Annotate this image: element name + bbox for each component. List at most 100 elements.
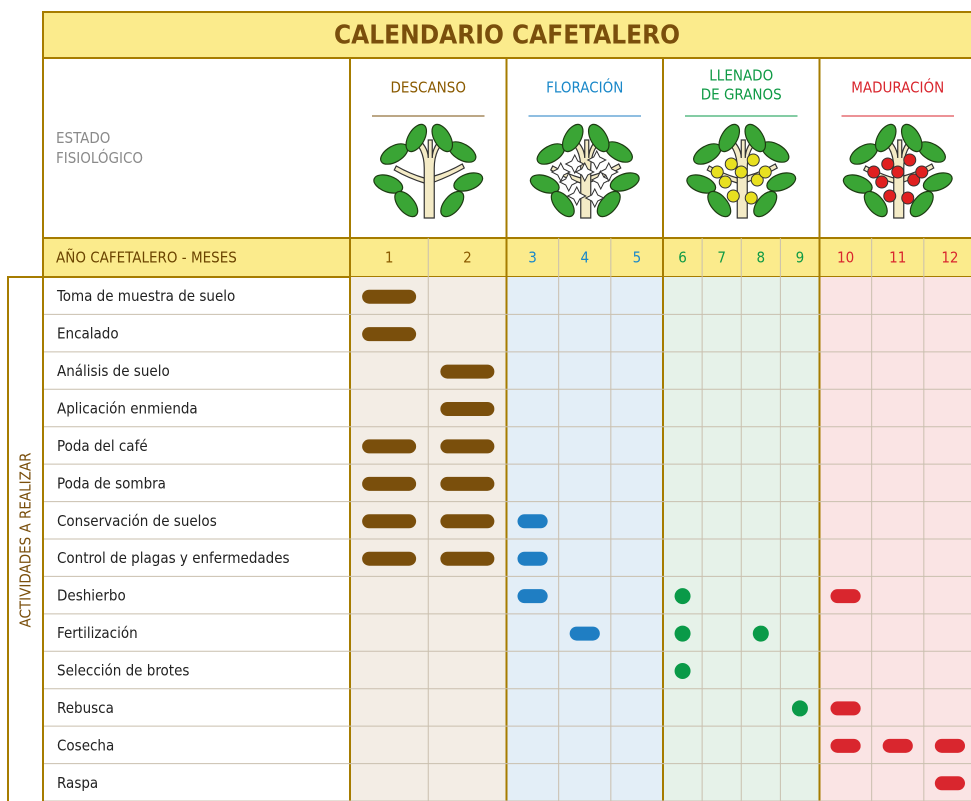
activity-name: Aplicación enmienda — [57, 400, 198, 418]
activity-dot — [791, 700, 808, 717]
activity-pill — [440, 439, 495, 454]
plant-flower — [558, 171, 579, 193]
activity-pill — [934, 776, 965, 791]
plant-berry — [724, 157, 738, 171]
activity-name: Análisis de suelo — [57, 362, 170, 380]
activity-pill — [830, 738, 861, 753]
month-number: 8 — [757, 249, 766, 267]
month-number: 7 — [717, 249, 726, 267]
month-number: 10 — [837, 249, 854, 267]
side-cell — [7, 276, 44, 801]
plant-berry — [744, 191, 758, 205]
plant-leaf — [587, 123, 610, 153]
state-label: ESTADO FISIOLÓGICO — [56, 129, 143, 167]
activity-pill — [517, 589, 548, 604]
activity-name: Toma de muestra de suelo — [56, 287, 235, 305]
plant-leaf — [707, 190, 732, 218]
activity-pill — [440, 476, 495, 491]
phase-name: DE GRANOS — [701, 86, 782, 104]
plant-leaf — [609, 172, 640, 192]
activity-name: Poda del café — [57, 437, 148, 455]
activity-pill — [362, 514, 417, 529]
activity-name: Deshierbo — [57, 587, 126, 605]
plant-leaf — [686, 174, 717, 194]
plant-leaf — [440, 190, 465, 218]
phase-name: DESCANSO — [391, 79, 466, 97]
activity-pill — [362, 327, 417, 342]
activity-name: Fertilización — [57, 624, 138, 642]
plant-icon — [373, 123, 484, 219]
plant-berry — [867, 165, 881, 179]
month-number: 12 — [941, 249, 958, 267]
activity-name: Control de plagas y enfermedades — [57, 549, 290, 567]
plant-flower — [586, 149, 607, 171]
plant-berry — [734, 165, 748, 179]
activity-pill — [362, 476, 417, 491]
plant-leaf — [529, 174, 560, 194]
activity-pill — [440, 514, 495, 529]
month-number: 3 — [528, 249, 537, 267]
header-label: AÑO CAFETALERO - MESES — [56, 248, 237, 267]
plant-leaf — [431, 123, 454, 153]
activity-dot — [674, 663, 691, 679]
plant-berry — [710, 165, 724, 179]
plant-leaf — [405, 123, 428, 153]
plant-berry — [891, 165, 905, 179]
activity-pill — [830, 701, 861, 716]
activity-pill — [362, 439, 417, 454]
month-number: 1 — [385, 249, 394, 267]
plant-leaf — [766, 172, 797, 192]
activity-pill — [517, 514, 548, 529]
plant-leaf — [373, 174, 404, 194]
plant-leaf — [394, 190, 419, 218]
activity-pill — [440, 402, 495, 416]
activity-pill — [934, 738, 965, 753]
side-label: ACTIVIDADES A REALIZAR — [17, 453, 35, 628]
phase-name: MADURACIÓN — [851, 78, 944, 97]
activity-name: Rebusca — [57, 699, 114, 717]
plant-berry — [750, 173, 764, 187]
plant-leaf — [744, 123, 767, 153]
plant-flower — [564, 153, 585, 175]
plant-berry — [718, 175, 732, 189]
plant-flower — [550, 161, 571, 183]
plant-leaf — [863, 190, 888, 218]
plant-berry — [746, 153, 760, 167]
activity-pill — [517, 551, 548, 566]
plant-leaf — [753, 190, 778, 218]
plant-leaf — [909, 190, 934, 218]
month-number: 11 — [889, 249, 906, 267]
activity-dot — [674, 625, 691, 642]
plant-leaf — [561, 123, 584, 153]
plant-icon — [529, 123, 640, 219]
plant-icon — [686, 123, 797, 219]
activity-pill — [362, 551, 417, 566]
plant-berry — [883, 189, 897, 203]
activity-name: Cosecha — [57, 736, 114, 754]
plant-berry — [881, 157, 895, 171]
plant-leaf — [842, 174, 873, 194]
activity-pill — [569, 626, 600, 641]
activity-pill — [830, 589, 861, 604]
plant-flower — [598, 161, 619, 183]
plant-flower — [566, 185, 587, 207]
plant-berry — [875, 175, 889, 189]
month-number: 5 — [633, 249, 642, 267]
plant-flower — [584, 187, 605, 209]
activity-name: Encalado — [57, 325, 119, 343]
phase-name: LLENADO — [709, 67, 773, 85]
activity-pill — [882, 738, 913, 753]
plant-berry — [726, 189, 740, 203]
activity-dot — [752, 625, 769, 642]
activity-pill — [440, 364, 495, 379]
month-number: 2 — [463, 249, 472, 267]
phase-name: FLORACIÓN — [546, 78, 623, 97]
activity-dot — [674, 588, 691, 605]
month-number: 9 — [796, 249, 805, 267]
plant-berry — [907, 173, 921, 187]
month-number: 4 — [580, 249, 589, 267]
plant-flower — [590, 169, 611, 191]
plant-leaf — [922, 172, 953, 192]
plant-leaf — [550, 190, 575, 218]
